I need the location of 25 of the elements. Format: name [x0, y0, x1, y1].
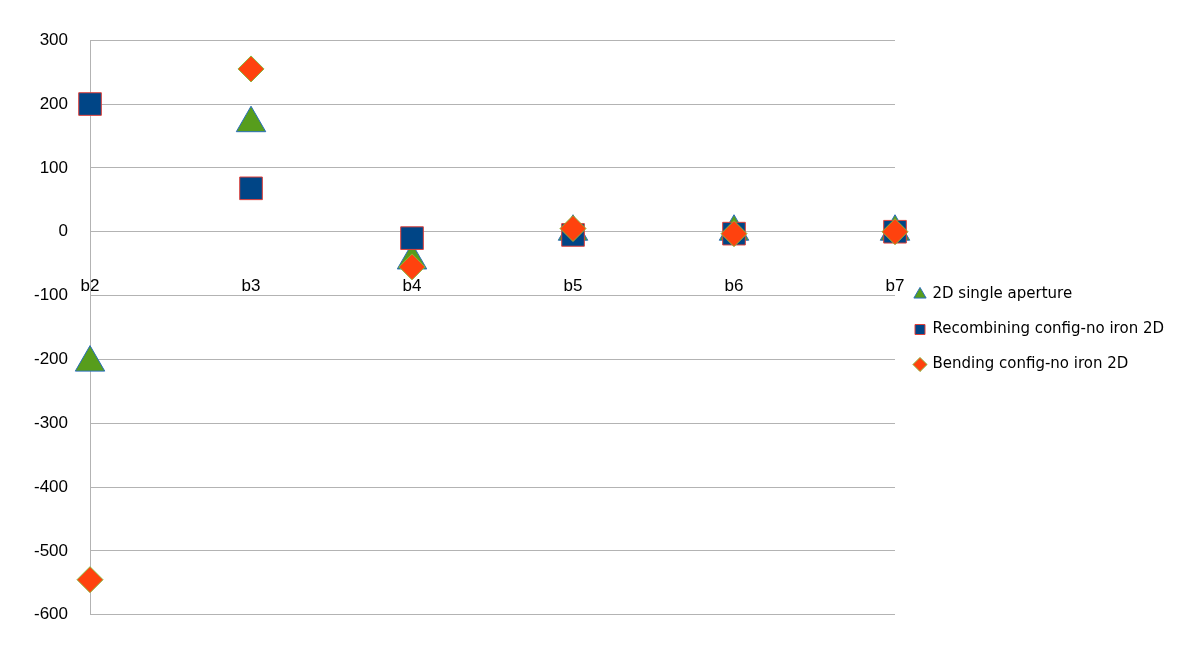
y-tick-label: -500 — [33, 540, 69, 560]
point — [398, 253, 426, 281]
legend-label: Bending config-no iron 2D — [932, 354, 1129, 373]
y-tick-label: -300 — [33, 412, 69, 432]
legend-label: 2D single aperture — [932, 284, 1073, 303]
y-tick-label: -200 — [33, 349, 69, 369]
y-tick-label: -400 — [33, 476, 69, 496]
point — [76, 566, 104, 594]
point — [239, 176, 263, 201]
y-tick-label: -100 — [33, 285, 69, 305]
point — [400, 226, 424, 250]
x-tick-label: b7 — [885, 275, 905, 295]
x-tick-label: b3 — [241, 275, 261, 295]
legend-label: Recombining config-no iron 2D — [932, 319, 1165, 338]
x-tick-label: b6 — [724, 275, 744, 295]
y-tick-label: 100 — [39, 157, 69, 177]
point — [78, 92, 102, 116]
x-tick-label: b5 — [563, 275, 583, 295]
y-tick-label: 300 — [39, 29, 69, 49]
x-tick-label: b4 — [402, 275, 422, 295]
y-tick-label: -600 — [33, 604, 69, 624]
x-tick-label: b2 — [80, 275, 100, 295]
point — [237, 55, 265, 83]
y-tick-label: 200 — [39, 93, 69, 113]
y-tick-label: 0 — [58, 221, 69, 241]
